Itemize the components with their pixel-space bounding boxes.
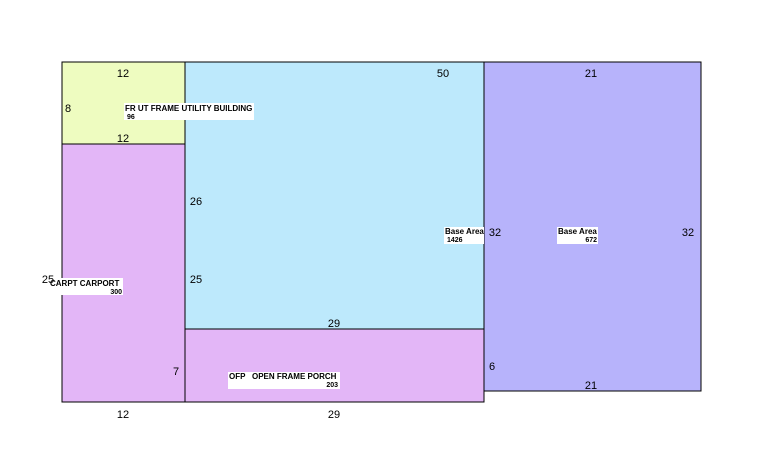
dimension: 29 (328, 318, 340, 330)
porch (184, 328, 485, 403)
dimension: 26 (190, 196, 202, 208)
dimension: 12 (117, 68, 129, 80)
area-label: Base Area (445, 227, 484, 236)
dimension: 50 (437, 68, 449, 80)
dimension: 7 (173, 366, 179, 378)
area-label: OFP OPEN FRAME PORCH (229, 372, 337, 381)
base-area (184, 61, 485, 330)
area-size: 672 (585, 237, 597, 244)
area-label: FR UT FRAME UTILITY BUILDING (125, 104, 252, 113)
area-size: 1426 (447, 237, 463, 244)
dimension: 25 (42, 274, 54, 286)
dimension: 12 (117, 133, 129, 145)
dimension: 21 (585, 68, 597, 80)
label-bg (444, 227, 484, 244)
area-size: 300 (110, 289, 122, 296)
dimension: 29 (328, 409, 340, 421)
dimension: 21 (585, 380, 597, 392)
label-bg (228, 372, 340, 389)
label-bg (124, 103, 254, 120)
area-label: CARPT CARPORT (50, 279, 119, 288)
dimension: 12 (117, 409, 129, 421)
carport (61, 143, 186, 403)
area-size: 96 (127, 114, 135, 121)
dimension: 25 (190, 274, 202, 286)
dimension: 8 (65, 103, 71, 115)
area-size: 203 (326, 382, 338, 389)
base-area (483, 61, 702, 392)
label-bg (557, 227, 598, 244)
area-label: Base Area (558, 227, 597, 236)
dimension: 6 (489, 361, 495, 373)
label-bg (49, 278, 123, 295)
dimension: 32 (489, 227, 501, 239)
dimension: 32 (682, 227, 694, 239)
